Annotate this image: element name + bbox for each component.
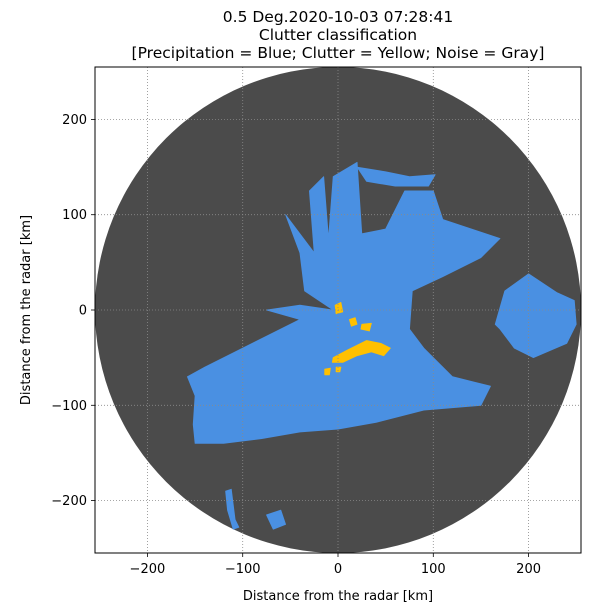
x-tick-label: 200 bbox=[516, 562, 541, 577]
title-line-3: [Precipitation = Blue; Clutter = Yellow;… bbox=[131, 44, 545, 62]
x-tick-label: −100 bbox=[225, 562, 261, 577]
y-tick-label: 100 bbox=[62, 208, 87, 223]
title-line-1: 0.5 Deg.2020-10-03 07:28:41 bbox=[222, 8, 454, 26]
y-tick-label: −100 bbox=[51, 399, 87, 414]
x-axis-label: Distance from the radar [km] bbox=[243, 589, 433, 604]
precipitation-region-north-fingers bbox=[356, 166, 436, 187]
precipitation-region-south-patch-2 bbox=[266, 509, 287, 530]
x-tick-label: 100 bbox=[421, 562, 446, 577]
clutter-region-center-3 bbox=[360, 322, 372, 332]
precipitation-region-south-patch bbox=[225, 488, 240, 530]
clutter-region-center bbox=[334, 301, 344, 315]
chart-title: 0.5 Deg.2020-10-03 07:28:41 Clutter clas… bbox=[0, 8, 600, 62]
y-tick-label: 200 bbox=[62, 113, 87, 128]
precipitation-region-main-band bbox=[186, 161, 501, 444]
y-tick-label: −200 bbox=[51, 494, 87, 509]
precipitation-region-east-cluster bbox=[494, 273, 577, 359]
clutter-region-speck-1 bbox=[324, 367, 331, 376]
clutter-region-southeast-main bbox=[331, 340, 391, 363]
y-axis-label: Distance from the radar [km] bbox=[19, 215, 34, 405]
title-line-2: Clutter classification bbox=[258, 26, 418, 44]
clutter-region-center-2 bbox=[348, 317, 358, 327]
y-tick-label: 0 bbox=[79, 304, 87, 319]
x-tick-label: −200 bbox=[130, 562, 166, 577]
clutter-region-speck-2 bbox=[335, 366, 342, 373]
x-tick-label: 0 bbox=[334, 562, 342, 577]
